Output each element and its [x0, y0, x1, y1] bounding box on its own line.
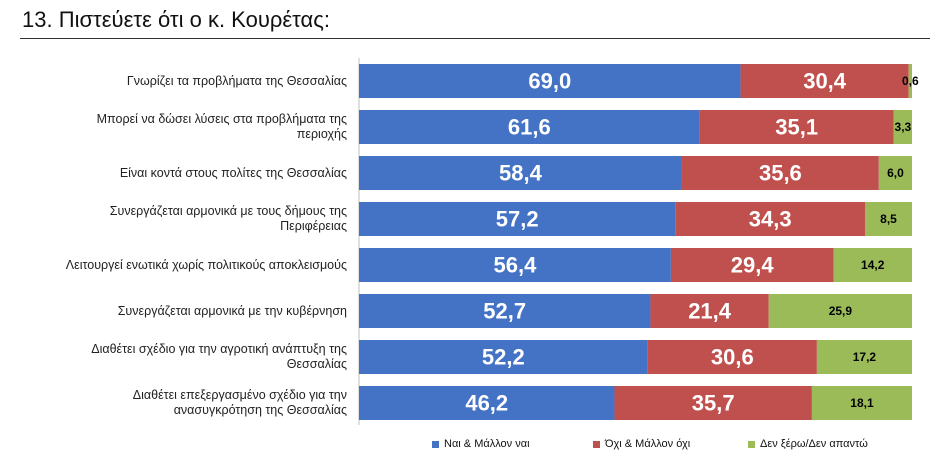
value-label-dk-2: 3,3 [895, 120, 912, 134]
category-label-5: Λειτουργεί ενωτικά χωρίς πολιτικούς αποκ… [65, 257, 347, 272]
bar-yes-4 [359, 202, 676, 236]
bar-yes-7 [359, 340, 648, 374]
value-label-no-5: 29,4 [731, 253, 775, 278]
bar-yes-1 [359, 64, 741, 98]
bar-yes-3 [359, 156, 682, 190]
value-label-yes-5: 56,4 [494, 253, 538, 278]
bar-dk-8 [811, 386, 912, 420]
category-label-3: Είναι κοντά στους πολίτες της Θεσσαλίας [119, 165, 347, 180]
legend-item-no: Όχι & Μάλλον όχι [593, 438, 690, 450]
value-label-yes-7: 52,2 [482, 345, 525, 370]
legend-item-yes: Ναι & Μάλλον ναι [432, 438, 530, 450]
value-label-yes-8: 46,2 [465, 391, 508, 416]
bar-yes-6 [359, 294, 651, 328]
legend-item-dk: Δεν ξέρω/Δεν απαντώ [748, 438, 868, 450]
category-label-7: Διαθέτει σχέδιο για την αγροτική ανάπτυξ… [91, 342, 347, 371]
value-label-yes-6: 52,7 [483, 299, 526, 324]
legend-label-dk: Δεν ξέρω/Δεν απαντώ [760, 438, 868, 450]
bar-yes-5 [359, 248, 671, 282]
bar-dk-1 [908, 64, 912, 98]
value-label-no-8: 35,7 [692, 391, 735, 416]
legend-label-yes: Ναι & Μάλλον ναι [444, 438, 530, 450]
legend-swatch-yes [432, 440, 439, 448]
bar-no-1 [740, 64, 909, 98]
value-label-dk-1: 0,6 [902, 74, 919, 88]
value-label-no-6: 21,4 [688, 299, 732, 324]
legend-swatch-dk [748, 440, 755, 448]
bar-no-4 [675, 202, 865, 236]
legend-swatch-no [593, 440, 600, 448]
category-label-4: Συνεργάζεται αρμονικά με τους δήμους της… [109, 204, 347, 233]
value-label-dk-7: 17,2 [853, 350, 877, 364]
value-label-no-1: 30,4 [803, 69, 847, 94]
title-underline [20, 38, 930, 39]
value-label-dk-4: 8,5 [880, 212, 897, 226]
category-label-1: Γνωρίζει τα προβλήματα της Θεσσαλίας [126, 73, 347, 88]
bar-no-8 [614, 386, 812, 420]
bar-no-6 [650, 294, 769, 328]
category-label-2: Μπορεί να δώσει λύσεις στα προβλήματα τη… [96, 112, 347, 141]
value-label-no-2: 35,1 [775, 115, 818, 140]
value-label-yes-4: 57,2 [496, 207, 539, 232]
bar-dk-2 [893, 110, 912, 144]
bar-yes-8 [359, 386, 615, 420]
bar-dk-7 [816, 340, 912, 374]
value-label-yes-2: 61,6 [508, 115, 551, 140]
value-label-dk-8: 18,1 [850, 396, 874, 410]
bar-dk-4 [864, 202, 912, 236]
category-label-8: Διαθέτει επεξεργασμένο σχέδιο για την αν… [132, 388, 347, 417]
bar-no-3 [681, 156, 879, 190]
value-label-no-4: 34,3 [749, 207, 792, 232]
value-label-dk-5: 14,2 [861, 258, 885, 272]
bar-no-5 [670, 248, 834, 282]
legend-label-no: Όχι & Μάλλον όχι [605, 438, 691, 450]
bar-no-2 [699, 110, 894, 144]
category-label-6: Συνεργάζεται αρμονικά με την κυβέρνηση [117, 303, 347, 318]
bar-dk-5 [833, 248, 912, 282]
bar-no-7 [647, 340, 817, 374]
value-label-dk-6: 25,9 [829, 304, 853, 318]
bar-dk-3 [878, 156, 912, 190]
bar-dk-6 [768, 294, 912, 328]
value-label-yes-3: 58,4 [499, 161, 543, 186]
value-label-yes-1: 69,0 [528, 69, 571, 94]
value-label-dk-3: 6,0 [887, 166, 904, 180]
value-label-no-7: 30,6 [711, 345, 754, 370]
chart-title: 13. Πιστεύετε ότι ο κ. Κουρέτας: [22, 7, 330, 32]
value-label-no-3: 35,6 [759, 161, 802, 186]
bar-yes-2 [359, 110, 700, 144]
